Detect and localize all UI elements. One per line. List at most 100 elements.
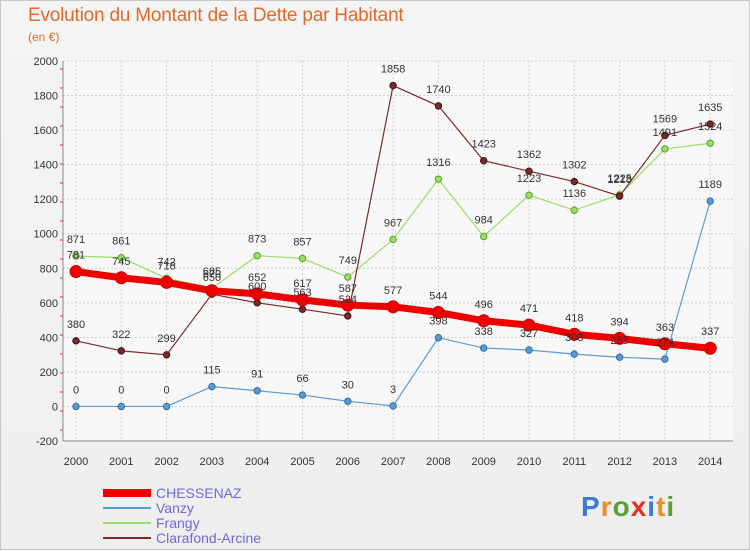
legend-label-CHESSENAZ: CHESSENAZ	[156, 485, 242, 501]
y-tick-label: 800	[40, 263, 58, 275]
data-point-Frangy	[706, 139, 714, 147]
proxiti-logo: Proxiti	[581, 491, 675, 522]
plot-background	[63, 61, 733, 441]
data-label-Frangy: 873	[248, 234, 266, 246]
data-label-Clarafond-Arcine: 380	[67, 319, 85, 331]
y-tick-label: 200	[40, 367, 58, 379]
data-point-Vanzy	[344, 397, 352, 405]
data-point-Clarafond-Arcine	[72, 337, 80, 345]
data-label-Vanzy: 30	[342, 379, 354, 391]
y-tick-label: -200	[36, 436, 58, 448]
data-label-Frangy: 984	[475, 214, 493, 226]
x-tick-label: 2012	[607, 456, 631, 468]
data-label-Frangy: 1223	[517, 173, 541, 185]
data-label-Frangy: 685	[203, 266, 221, 278]
data-label-Vanzy: 91	[251, 369, 263, 381]
data-point-Vanzy	[570, 350, 578, 358]
data-label-CHESSENAZ: 471	[520, 303, 538, 315]
data-label-Clarafond-Arcine: 563	[293, 287, 311, 299]
data-point-Clarafond-Arcine	[525, 167, 533, 175]
data-point-Vanzy	[434, 334, 443, 342]
data-point-Vanzy	[298, 391, 307, 399]
data-label-Clarafond-Arcine: 299	[157, 333, 175, 345]
x-tick-label: 2002	[154, 456, 178, 468]
data-label-Vanzy: 115	[203, 365, 221, 377]
data-label-Vanzy: 0	[118, 384, 124, 396]
x-tick-label: 2006	[336, 456, 360, 468]
data-point-CHESSENAZ	[567, 327, 581, 341]
data-label-CHESSENAZ: 652	[248, 272, 266, 284]
x-tick-label: 2007	[381, 456, 405, 468]
data-label-CHESSENAZ: 718	[157, 260, 175, 272]
x-tick-label: 2010	[517, 456, 541, 468]
data-label-Clarafond-Arcine: 1858	[381, 64, 405, 76]
data-label-Frangy: 1136	[562, 188, 586, 200]
data-label-Clarafond-Arcine: 650	[203, 272, 221, 284]
data-point-Frangy	[434, 175, 443, 183]
data-label-CHESSENAZ: 670	[203, 269, 221, 281]
data-point-Clarafond-Arcine	[253, 299, 261, 307]
y-tick-label: 0	[52, 401, 58, 413]
data-label-Frangy: 742	[157, 256, 175, 268]
data-label-Clarafond-Arcine: 600	[248, 281, 266, 293]
data-label-CHESSENAZ: 418	[565, 312, 583, 324]
x-tick-label: 2011	[562, 456, 586, 468]
data-point-Vanzy	[389, 402, 397, 410]
data-point-Frangy	[117, 254, 126, 262]
data-label-Vanzy: 274	[656, 337, 674, 349]
data-point-Frangy	[344, 273, 352, 281]
y-tick-label: 600	[40, 298, 58, 310]
data-point-CHESSENAZ	[703, 341, 717, 355]
y-tick-label: 1600	[34, 125, 58, 137]
x-tick-label: 2004	[245, 456, 269, 468]
data-point-CHESSENAZ	[160, 275, 174, 289]
data-label-Frangy: 967	[384, 217, 402, 229]
data-label-Clarafond-Arcine: 524	[339, 294, 357, 306]
data-point-Frangy	[72, 252, 80, 260]
data-point-Vanzy	[162, 402, 171, 411]
x-tick-label: 2013	[653, 456, 677, 468]
data-label-Vanzy: 285	[610, 335, 628, 347]
data-point-Clarafond-Arcine	[615, 192, 624, 200]
data-label-Vanzy: 0	[73, 384, 79, 396]
data-point-Vanzy	[706, 197, 714, 205]
data-point-Vanzy	[661, 355, 669, 363]
data-point-Clarafond-Arcine	[344, 312, 352, 320]
data-point-CHESSENAZ	[205, 284, 219, 298]
data-label-Frangy: 1225	[607, 173, 631, 185]
data-point-Clarafond-Arcine	[570, 177, 578, 186]
data-label-Clarafond-Arcine: 1740	[426, 84, 450, 96]
data-point-Frangy	[661, 145, 669, 153]
data-point-Clarafond-Arcine	[389, 81, 397, 90]
x-tick-label: 2001	[109, 456, 133, 468]
y-tick-label: 1200	[34, 194, 58, 206]
data-label-Frangy: 1316	[426, 157, 450, 169]
data-label-CHESSENAZ: 337	[701, 326, 719, 338]
y-tick-label: 1400	[34, 160, 58, 172]
data-point-Vanzy	[253, 387, 261, 395]
y-tick-label: 2000	[34, 56, 58, 68]
data-point-CHESSENAZ	[296, 293, 309, 307]
data-label-Frangy: 1524	[698, 121, 722, 133]
data-label-Frangy: 871	[67, 234, 85, 246]
data-point-Clarafond-Arcine	[298, 305, 307, 313]
data-label-Vanzy: 398	[429, 316, 447, 328]
data-label-Vanzy: 1189	[698, 179, 722, 191]
data-label-Clarafond-Arcine: 1218	[607, 174, 631, 186]
data-point-CHESSENAZ	[114, 271, 128, 285]
legend-label-Clarafond-Arcine: Clarafond-Arcine	[156, 530, 261, 546]
data-label-Frangy: 749	[339, 255, 357, 267]
data-point-Vanzy	[525, 346, 533, 354]
x-tick-label: 2009	[471, 456, 495, 468]
data-point-Frangy	[570, 206, 578, 214]
data-label-Vanzy: 303	[565, 332, 583, 344]
x-tick-label: 2014	[698, 456, 722, 468]
data-label-Vanzy: 0	[164, 384, 170, 396]
data-label-Vanzy: 338	[475, 326, 493, 338]
data-label-Clarafond-Arcine: 1635	[698, 102, 722, 114]
data-label-CHESSENAZ: 745	[112, 256, 130, 268]
chart-subtitle: (en €)	[28, 30, 60, 44]
data-point-CHESSENAZ	[386, 300, 400, 314]
data-point-CHESSENAZ	[431, 305, 445, 319]
